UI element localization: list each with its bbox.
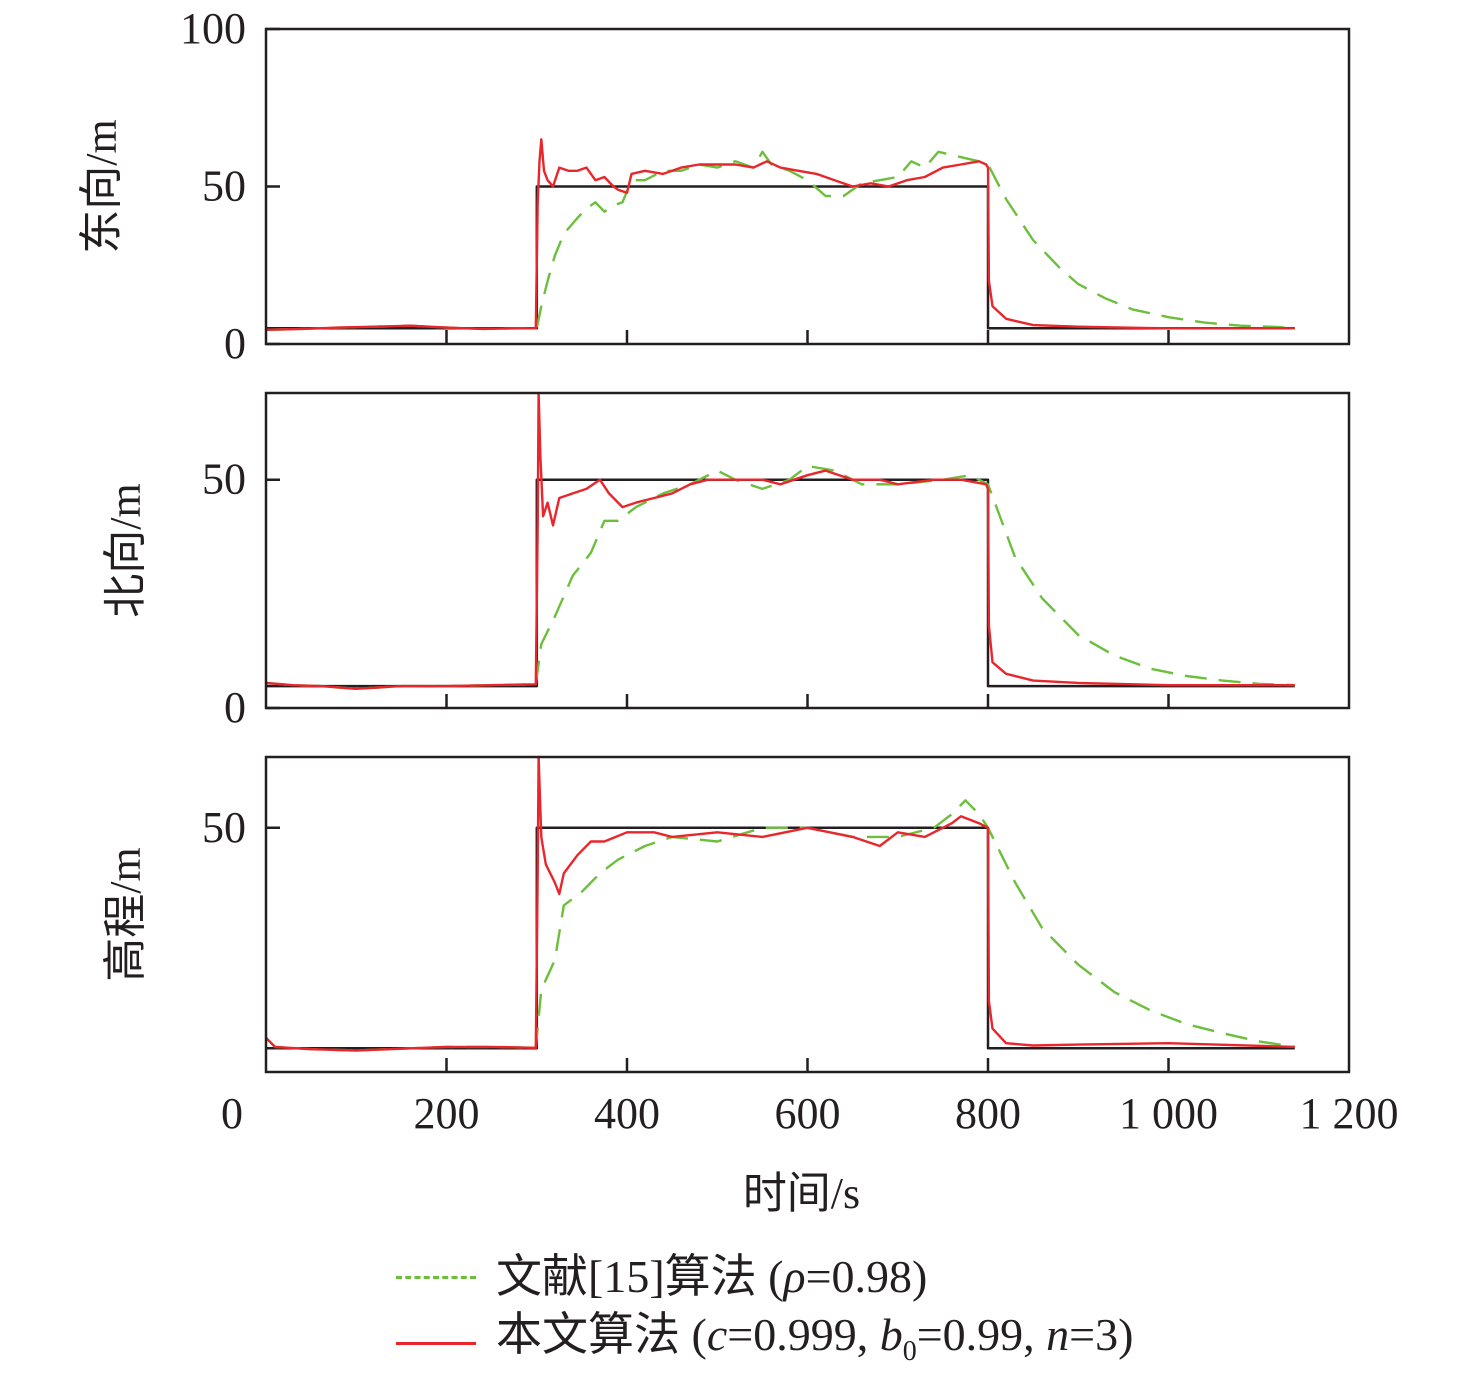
panel-3: 50 高程/m 0 200 400 600 800 1 000 1 200 时间/s <box>101 755 1399 1218</box>
y-tick-label: 0 <box>224 683 246 732</box>
legend-swatch <box>396 1275 476 1279</box>
legend-swatch <box>396 1341 476 1345</box>
series-line-proposed <box>266 393 1295 690</box>
legend-label-part: ρ <box>783 1251 806 1302</box>
series-group <box>266 757 1295 1052</box>
x-axis-label: 时间/s <box>743 1169 860 1218</box>
series-line-proposed <box>266 757 1295 1052</box>
legend-label-part: 文献[15]算法 ( <box>496 1251 784 1302</box>
x-tick-label: 1 200 <box>1300 1089 1399 1138</box>
y-axis-label: 北向/m <box>101 483 150 617</box>
legend-item: 文献[15]算法 (ρ=0.98) <box>396 1244 1133 1310</box>
series-line-proposed <box>266 138 1295 331</box>
x-tick-label: 1 000 <box>1119 1089 1218 1138</box>
legend-label-part: =3) <box>1069 1308 1134 1360</box>
legend: 文献[15]算法 (ρ=0.98) 本文算法 (c=0.999, b0=0.99,… <box>396 1244 1133 1376</box>
y-tick-label: 0 <box>224 319 246 368</box>
legend-label-part: n <box>1046 1308 1070 1360</box>
legend-label: 文献[15]算法 (ρ=0.98) <box>496 1245 927 1309</box>
legend-label-part: =0.98) <box>805 1251 928 1302</box>
legend-label: 本文算法 (c=0.999, b0=0.99, n=3) <box>496 1303 1133 1384</box>
legend-label-part: c <box>706 1308 728 1360</box>
plot-frame <box>264 755 1351 1074</box>
series-group <box>266 393 1295 690</box>
y-tick-label: 50 <box>202 803 246 852</box>
x-tick-label: 800 <box>955 1089 1021 1138</box>
legend-item: 本文算法 (c=0.999, b0=0.99, n=3) <box>396 1309 1133 1376</box>
plot-frame <box>264 391 1351 710</box>
y-axis-label: 东向/m <box>77 119 126 253</box>
y-tick-label: 50 <box>202 162 246 211</box>
x-tick-label: 600 <box>775 1089 841 1138</box>
y-tick-label: 50 <box>202 455 246 504</box>
y-axis-label: 高程/m <box>101 847 150 981</box>
legend-label-part: =0.99, <box>916 1308 1047 1360</box>
series-line-literature-15 <box>266 799 1295 1052</box>
series-line-literature-15 <box>266 150 1295 331</box>
series-line-reference <box>266 826 1295 1050</box>
legend-label-part: 本文算法 ( <box>496 1308 707 1360</box>
y-tick-label: 100 <box>180 4 246 53</box>
x-tick-label: 0 <box>221 1089 243 1138</box>
series-group <box>266 138 1295 331</box>
panel-2: 0 50 北向/m <box>101 391 1351 732</box>
series-line-reference <box>266 478 1295 688</box>
panel-1: 0 50 100 东向/m <box>77 4 1351 368</box>
legend-label-part: b <box>879 1308 903 1360</box>
x-tick-label: 400 <box>594 1089 660 1138</box>
series-line-literature-15 <box>266 464 1295 690</box>
legend-label-part: =0.999, <box>727 1308 880 1360</box>
series-line-reference <box>266 185 1295 330</box>
legend-label-part: 0 <box>902 1335 917 1367</box>
x-tick-label: 200 <box>414 1089 480 1138</box>
